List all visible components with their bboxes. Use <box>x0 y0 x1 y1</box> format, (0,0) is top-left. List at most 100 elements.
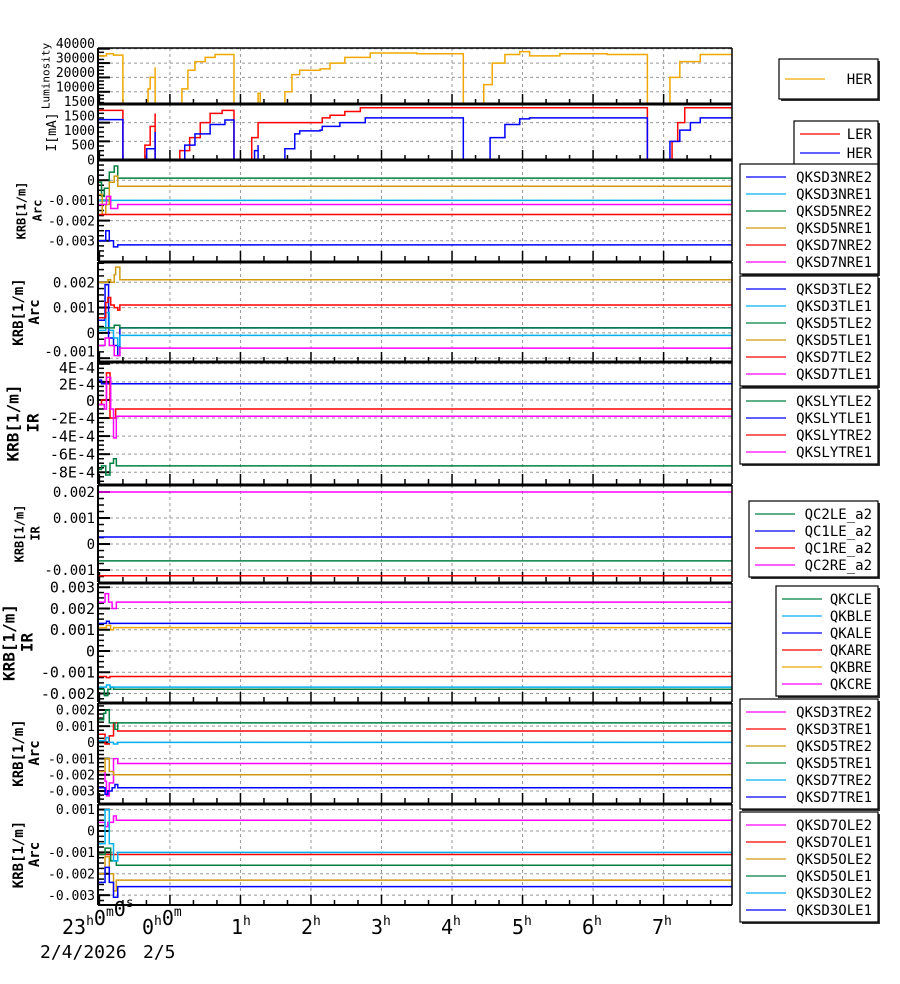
y-tick-label: -0.002 <box>48 214 95 229</box>
y-tick-label: 0.001 <box>53 511 95 527</box>
legend-label: QKSD3TRE1 <box>796 722 872 738</box>
y-axis-label: Luminosity <box>40 43 53 110</box>
legend-label: QKSD5OLE2 <box>796 852 872 868</box>
y-axis-label: KRB[1/m] <box>0 604 19 681</box>
series-line-qkslytre1 <box>98 376 732 439</box>
legend-label: QC1RE_a2 <box>805 541 872 557</box>
legend-label: QKSD5TLE1 <box>796 333 872 349</box>
series-line-qkbre <box>98 624 732 631</box>
x-tick-label: 7h <box>652 914 672 939</box>
legend-panel-9: QKSD7OLE2QKSD7OLE1QKSD5OLE2QKSD5OLE1QKSD… <box>739 811 880 924</box>
legend-label: QKSD7TLE1 <box>796 367 872 383</box>
y-tick-label: -0.003 <box>48 785 95 800</box>
legend-label: QKSD7TRE2 <box>796 773 872 789</box>
legend-box <box>739 811 879 923</box>
y-tick-label: 0 <box>87 154 95 169</box>
y-tick-label: 20000 <box>56 66 95 81</box>
legend-label: QKALE <box>830 626 872 642</box>
y-axis-label: IR <box>24 413 43 433</box>
legend-label: QKSD3TRE2 <box>796 705 872 721</box>
y-tick-label: 1500 <box>64 95 95 110</box>
legend-label: QC2RE_a2 <box>805 558 872 574</box>
series-line-qkcle <box>98 686 732 697</box>
y-tick-label: 0.002 <box>56 704 95 719</box>
series-line-qksd5ole2 <box>98 855 732 892</box>
legend-label: QKSD3NRE2 <box>796 170 872 186</box>
y-tick-label: -0.002 <box>48 867 95 882</box>
y-axis-label: KRB[1/m] <box>11 719 27 786</box>
series-line-qksd3ole2 <box>98 808 732 862</box>
x-tick-label: 2h <box>301 914 321 939</box>
legend-label: QKSD5NRE2 <box>796 204 872 220</box>
legend-label: QC2LE_a2 <box>805 507 872 523</box>
legend-label: QKSD5NRE1 <box>796 221 872 237</box>
y-tick-label: -0.001 <box>41 664 95 682</box>
legend-label: QKSD3TLE2 <box>796 282 872 298</box>
series-line-qksd7tle1 <box>98 337 732 357</box>
series-line-qkslytle1 <box>98 379 732 385</box>
series-line-qksd3tle1 <box>98 311 732 347</box>
series-line-qksd3nre2 <box>98 229 732 248</box>
y-axis-label: KRB[1/m] <box>15 182 29 240</box>
y-tick-label: -0.001 <box>44 345 95 361</box>
y-tick-label: -0.001 <box>44 563 95 579</box>
legend-label: QKCLE <box>830 592 872 608</box>
y-axis-label: Arc <box>27 299 43 324</box>
y-tick-label: 500 <box>72 139 95 154</box>
legend-box <box>739 275 879 387</box>
legend-label: QKSD7TLE2 <box>796 350 872 366</box>
panel-9: 0.001 0 -0.001 -0.002 -0.003 KRB[1/m] Arc <box>11 802 733 905</box>
panel-4: 0.002 0.001 0 -0.001 KRB[1/m] Arc <box>11 260 733 362</box>
legend-label: QKSD3OLE2 <box>796 886 872 902</box>
series-line-qksd7nre1 <box>98 195 732 210</box>
y-axis-label: KRB[1/m] <box>4 384 23 461</box>
panel-6: 0.002 0.001 0 -0.001 KRB[1/m] IR <box>13 483 733 582</box>
y-tick-label: 1500 <box>64 110 95 125</box>
x-date-label: 2/4/2026 <box>40 942 127 963</box>
legend-label: QKARE <box>830 643 872 659</box>
legend-panel-4: QKSD3TLE2QKSD3TLE1QKSD5TLE2QKSD5TLE1QKSD… <box>739 275 880 388</box>
y-tick-label: -0.003 <box>48 235 95 250</box>
y-tick-label: 10000 <box>56 81 95 96</box>
legend-label: QKSD7TRE1 <box>796 790 872 806</box>
legend-label: QKBLE <box>830 609 872 625</box>
series-line-qksd5ole1 <box>98 847 732 866</box>
y-tick-label: 0 <box>87 537 95 553</box>
legend-label: QKSD3TLE1 <box>796 299 872 315</box>
y-axis-label: KRB[1/m] <box>13 505 27 563</box>
legend-label: QKSLYTRE2 <box>796 428 872 444</box>
series-line-qksd7tle2 <box>98 296 732 319</box>
y-axis-label: IR <box>18 633 37 653</box>
series-line-qksd7ole2 <box>98 815 732 828</box>
y-tick-label: -0.003 <box>48 889 95 904</box>
legend-label: QKSLYTRE1 <box>796 445 872 461</box>
legend-label: HER <box>847 72 873 88</box>
series-line-qksd5tle2 <box>98 324 732 329</box>
y-tick-label: -6E-4 <box>50 446 95 464</box>
legend-label: QC1LE_a2 <box>805 524 872 540</box>
y-tick-label: 1000 <box>64 124 95 139</box>
legend-label: QKCRE <box>830 677 872 693</box>
series-line-her <box>98 117 732 161</box>
series-line-qksd5nre2 <box>98 165 732 198</box>
legend-label: QKSD7OLE2 <box>796 818 872 834</box>
legend-panel-8: QKSD3TRE2QKSD3TRE1QKSD5TRE2QKSD5TRE1QKSD… <box>739 698 880 811</box>
series-line-qksd7tre1 <box>98 783 732 795</box>
legend-label: HER <box>847 146 873 162</box>
y-tick-label: -4E-4 <box>50 428 95 446</box>
y-tick-label: -0.002 <box>48 769 95 784</box>
x-tick-label: 6h <box>582 914 602 939</box>
y-tick-label: 2E-4 <box>59 376 95 394</box>
legend-label: QKBRE <box>830 660 872 676</box>
y-axis-label: Arc <box>27 842 43 867</box>
legend-label: QKSD5TRE1 <box>796 756 872 772</box>
series-line-qkale <box>98 620 732 625</box>
y-tick-label: 0.001 <box>53 301 95 317</box>
series-line-qksd3tre1 <box>98 722 732 745</box>
panel-5: 4E-42E-40-2E-4-4E-4-6E-4-8E-4 KRB[1/m] IR <box>4 359 733 484</box>
x-tick-label: 4h <box>441 914 461 939</box>
